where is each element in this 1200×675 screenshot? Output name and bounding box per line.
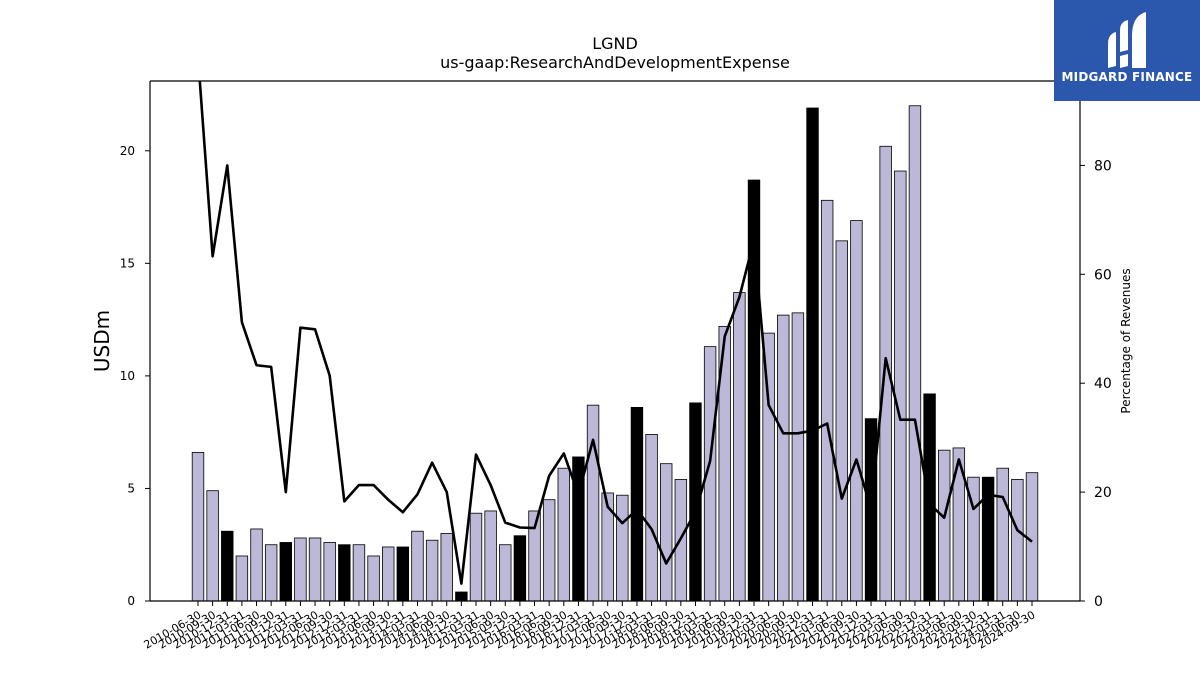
bar [455, 591, 468, 602]
bar [820, 199, 834, 602]
y2-tick-label: 20 [1094, 485, 1112, 501]
bar [484, 510, 497, 602]
bar [425, 539, 439, 602]
bar [557, 467, 570, 602]
bar [630, 407, 644, 602]
bar [206, 490, 219, 602]
bar [777, 314, 790, 602]
bar [411, 530, 424, 602]
bar [601, 492, 614, 602]
bar [835, 240, 848, 602]
bar [469, 512, 483, 602]
y-axis-label-right: Percentage of Revenues [1119, 268, 1133, 413]
bar [235, 555, 249, 602]
y2-tick-label: 0 [1094, 594, 1103, 610]
y2-tick-label: 80 [1094, 158, 1112, 174]
bar [733, 292, 746, 602]
bar [586, 404, 600, 602]
bar [264, 544, 278, 602]
bar [191, 452, 205, 602]
bar [806, 107, 819, 602]
bar-series [191, 105, 1039, 602]
bar [499, 544, 512, 602]
bar [352, 544, 366, 602]
midgard-m-logo-icon [1108, 12, 1146, 68]
bar [1011, 479, 1024, 602]
bar [513, 535, 527, 602]
bar [382, 546, 395, 602]
bar [294, 537, 307, 602]
y-tick-label: 15 [120, 256, 135, 270]
bar [338, 544, 351, 602]
bar [616, 494, 629, 602]
y-tick-label: 20 [120, 144, 135, 158]
bar [791, 312, 805, 602]
y-tick-label: 0 [127, 594, 135, 608]
y2-tick-label: 60 [1094, 267, 1112, 283]
bar [850, 220, 863, 602]
bar [440, 533, 453, 602]
chart-title: LGND [592, 34, 638, 53]
bar [279, 542, 292, 602]
y-axis-label-left: USDm [90, 310, 114, 372]
bar [323, 542, 336, 602]
bar [367, 555, 380, 602]
percentage-line-series [198, 81, 1033, 585]
bar [894, 170, 907, 602]
bar [250, 528, 263, 602]
brand-name: MIDGARD FINANCE [1061, 70, 1193, 84]
bar [660, 463, 673, 602]
bar [308, 537, 322, 602]
bar [645, 434, 658, 602]
brand-logo: MIDGARD FINANCE [1054, 0, 1200, 101]
y-tick-label: 10 [120, 369, 135, 383]
bar [938, 449, 951, 602]
bar [396, 546, 410, 602]
bar [542, 499, 556, 602]
y2-tick-label: 40 [1094, 376, 1112, 392]
chart-subtitle: us-gaap:ResearchAndDevelopmentExpense [440, 53, 790, 72]
bar [221, 530, 234, 602]
y-tick-label: 5 [127, 481, 135, 495]
axes: 051015200204060802010-06-302010-09-30201… [120, 80, 1112, 652]
percentage-line [198, 81, 1033, 585]
bar [908, 105, 922, 602]
bar [996, 467, 1009, 602]
